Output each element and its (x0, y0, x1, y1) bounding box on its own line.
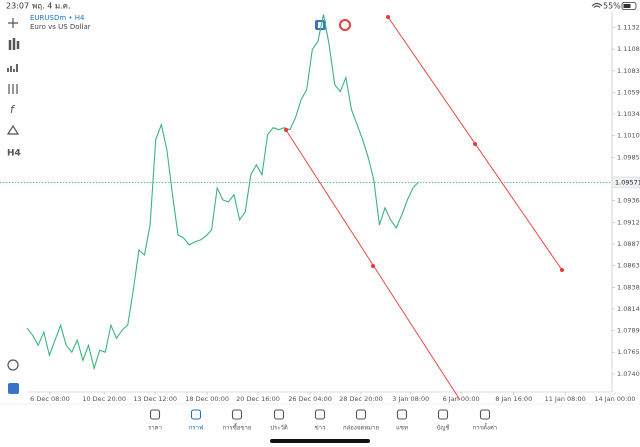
left-toolbar: f H4 (6, 18, 21, 394)
x-tick-label: 6 Jan 00:00 (443, 395, 480, 403)
status-date: พฤ. 4 ม.ค. (32, 2, 71, 11)
nav-icon (273, 409, 285, 420)
x-tick-label: 3 Jan 08:00 (392, 395, 429, 403)
x-tick-label: 28 Dec 20:00 (339, 395, 383, 403)
nav-item[interactable]: ข่าว (314, 409, 326, 432)
y-tick-label: 1.11325 (617, 23, 640, 31)
nav-label: แชท (396, 425, 408, 432)
y-tick-label: 1.09855 (617, 153, 640, 161)
battery-icon (621, 2, 637, 10)
current-price-box (611, 176, 640, 189)
nav-item[interactable]: ราคา (148, 409, 162, 432)
nav-icon (149, 409, 161, 420)
x-tick-label: 10 Dec 20:00 (82, 395, 126, 403)
x-tick-label: 6 Dec 08:00 (30, 395, 70, 403)
y-tick-label: 1.09365 (617, 197, 640, 205)
price-line (26, 14, 420, 371)
status-time: 23:07 (6, 2, 29, 11)
timeframe-button[interactable]: H4 (7, 149, 21, 159)
nav-label: บัญชี (437, 424, 450, 432)
y-tick-label: 1.07895 (617, 327, 640, 335)
x-tick-label: 14 Jan 00:00 (594, 395, 635, 403)
volume-tool[interactable] (7, 64, 18, 72)
y-tick-label: 1.09120 (617, 218, 640, 226)
nav-icon (479, 409, 491, 420)
objects-tool[interactable] (6, 124, 20, 135)
y-tick-label: 1.10835 (617, 67, 640, 75)
trendline-handle[interactable] (473, 142, 477, 146)
y-tick-label: 1.10100 (617, 132, 640, 140)
trendline-handle[interactable] (386, 15, 390, 19)
nav-item[interactable]: การตั้งค่า (473, 409, 497, 432)
chart-subtitle: Euro vs US Dollar (30, 23, 91, 31)
trendline-handle[interactable] (371, 264, 375, 268)
nav-item[interactable]: กราฟ (189, 409, 203, 432)
y-tick-label: 1.08875 (617, 240, 640, 248)
trendline-handle[interactable] (560, 268, 564, 272)
x-tick-label: 26 Dec 04:00 (288, 395, 332, 403)
sell-button-icon (318, 22, 323, 28)
nav-item[interactable]: กล่องจดหมาย (343, 409, 379, 432)
x-tick-label: 13 Dec 12:00 (133, 395, 177, 403)
nav-item[interactable]: การซื้อขาย (223, 409, 252, 432)
nav-label: การตั้งค่า (473, 422, 497, 432)
crosshair-tool[interactable] (8, 18, 18, 28)
nav-label: กราฟ (189, 425, 203, 432)
nav-label: การซื้อขาย (223, 422, 252, 432)
current-price-label: 1.09571 (615, 178, 640, 186)
y-tick-label: 1.07405 (617, 370, 640, 378)
nav-icon (314, 409, 326, 420)
nav-icon (190, 409, 202, 420)
home-indicator (270, 439, 370, 443)
y-tick-label: 1.10345 (617, 110, 640, 118)
chart-title: EURUSDm • H4 (30, 14, 85, 22)
nav-label: กล่องจดหมาย (343, 425, 379, 432)
one-click-trading[interactable] (7, 359, 19, 371)
nav-item[interactable]: ประวัติ (270, 409, 288, 432)
y-tick-label: 1.08140 (617, 305, 640, 313)
y-tick-label: 1.10590 (617, 88, 640, 96)
chart-type-tool[interactable] (8, 38, 20, 50)
nav-label: ข่าว (315, 425, 326, 432)
nav-label: ราคา (148, 425, 162, 432)
trade-panel-toggle[interactable] (8, 383, 19, 394)
buy-button[interactable] (339, 19, 351, 31)
y-tick-label: 1.08630 (617, 262, 640, 270)
nav-item[interactable]: แชท (396, 409, 408, 432)
y-tick-label: 1.07650 (617, 348, 640, 356)
nav-icon (396, 409, 408, 420)
battery-level: 55% (603, 2, 621, 11)
nav-item[interactable]: บัญชี (437, 409, 450, 432)
y-tick-label: 1.11080 (617, 45, 640, 53)
nav-label: ประวัติ (270, 425, 288, 432)
trendline-handle[interactable] (284, 128, 288, 132)
battery-fill (623, 4, 631, 8)
x-tick-label: 18 Dec 00:00 (185, 395, 229, 403)
trend-channel (284, 15, 564, 401)
x-tick-label: 20 Dec 16:00 (236, 395, 280, 403)
x-tick-label: 11 Jan 08:00 (545, 395, 586, 403)
wifi-icon (591, 2, 603, 8)
indicator-settings-tool[interactable] (8, 84, 18, 94)
nav-icon (437, 409, 449, 420)
y-tick-label: 1.08385 (617, 283, 640, 291)
function-tool[interactable]: f (10, 103, 16, 116)
nav-icon (231, 409, 243, 420)
x-tick-label: 8 Jan 16:00 (495, 395, 532, 403)
nav-icon (355, 409, 367, 420)
